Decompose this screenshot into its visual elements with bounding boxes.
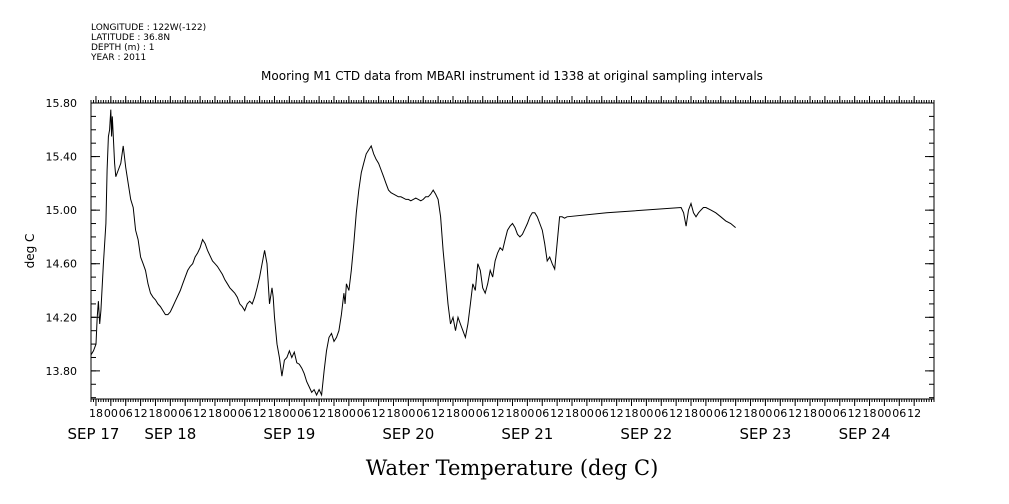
x-tick-label: 18 (208, 407, 222, 420)
x-date-label: SEP 17 (68, 425, 120, 443)
x-tick-label: 18 (684, 407, 698, 420)
header-info: LONGITUDE : 122W(-122)LATITUDE : 36.8NDE… (90, 23, 206, 63)
x-tick-label: 06 (476, 407, 490, 420)
x-tick-label: 12 (788, 407, 802, 420)
x-tick-label: 00 (342, 407, 356, 420)
x-tick-label: 18 (506, 407, 520, 420)
x-tick-label: 00 (104, 407, 118, 420)
header-info-line: YEAR : 2011 (90, 53, 146, 63)
x-tick-label: 12 (610, 407, 624, 420)
x-tick-label: 06 (238, 407, 252, 420)
y-axis-label: deg C (23, 234, 37, 269)
x-date-label: SEP 24 (839, 425, 891, 443)
x-tick-label: 06 (357, 407, 371, 420)
x-tick-label: 06 (119, 407, 133, 420)
x-tick-label: 18 (565, 407, 579, 420)
x-tick-label: 18 (803, 407, 817, 420)
header-info-line: LATITUDE : 36.8N (91, 33, 170, 43)
x-tick-label: 06 (178, 407, 192, 420)
x-tick-label: 00 (163, 407, 177, 420)
x-tick-label: 18 (327, 407, 341, 420)
x-tick-label: 06 (892, 407, 906, 420)
x-tick-label: 12 (193, 407, 207, 420)
y-tick-label: 15.00 (46, 204, 78, 217)
y-axis: 13.80 14.20 14.60 15.00 15.40 15.80 (46, 97, 934, 399)
x-tick-label: 00 (580, 407, 594, 420)
plot-frame (90, 102, 935, 400)
x-tick-label: 18 (267, 407, 281, 420)
series-line-water-temperature (90, 109, 736, 397)
x-tick-label: 06 (595, 407, 609, 420)
x-tick-label: 00 (818, 407, 832, 420)
x-tick-label: 00 (223, 407, 237, 420)
x-tick-label: 18 (148, 407, 162, 420)
x-tick-label: 06 (714, 407, 728, 420)
x-tick-label: 06 (654, 407, 668, 420)
x-tick-label: 12 (372, 407, 386, 420)
x-tick-label: 00 (877, 407, 891, 420)
x-date-label: SEP 23 (739, 425, 791, 443)
chart-title: Mooring M1 CTD data from MBARI instrumen… (261, 69, 763, 83)
x-tick-label: 00 (699, 407, 713, 420)
x-axis-label: Water Temperature (deg C) (366, 456, 659, 480)
x-tick-label: 06 (773, 407, 787, 420)
x-tick-label: 18 (744, 407, 758, 420)
x-date-label: SEP 18 (144, 425, 196, 443)
y-tick-label: 13.80 (46, 365, 78, 378)
x-tick-label: 12 (134, 407, 148, 420)
y-tick-label: 14.60 (46, 258, 78, 271)
x-tick-label: 06 (297, 407, 311, 420)
x-tick-label: 18 (625, 407, 639, 420)
x-tick-label: 00 (520, 407, 534, 420)
x-tick-label: 00 (639, 407, 653, 420)
x-tick-label: 06 (416, 407, 430, 420)
x-tick-label: 12 (253, 407, 267, 420)
header-info-line: LONGITUDE : 122W(-122) (91, 23, 206, 33)
x-tick-label: 12 (729, 407, 743, 420)
x-tick-label: 00 (282, 407, 296, 420)
x-tick-label: 12 (491, 407, 505, 420)
x-tick-label: 00 (758, 407, 772, 420)
y-tick-label: 15.40 (46, 151, 78, 164)
header-info-line: DEPTH (m) : 1 (91, 43, 154, 53)
x-axis: 18 00 06 12 18 00 06 12 18 00 06 12 18 00 06 12 18 00 06 12… (89, 96, 935, 420)
x-tick-label: 18 (446, 407, 460, 420)
y-tick-label: 14.20 (46, 311, 78, 324)
x-date-label: SEP 20 (382, 425, 434, 443)
x-tick-label: 18 (89, 407, 103, 420)
y-tick-label: 15.80 (46, 97, 78, 110)
x-tick-label: 12 (312, 407, 326, 420)
x-date-labels: SEP 17 SEP 18 SEP 19 SEP 20 SEP 21 SEP 22 SEP … (68, 425, 891, 443)
x-date-label: SEP 19 (263, 425, 315, 443)
x-date-label: SEP 21 (501, 425, 553, 443)
x-tick-label: 18 (386, 407, 400, 420)
x-tick-label: 12 (550, 407, 564, 420)
x-tick-label: 12 (907, 407, 921, 420)
x-tick-label: 18 (863, 407, 877, 420)
x-tick-label: 12 (669, 407, 683, 420)
x-tick-label: 00 (461, 407, 475, 420)
x-date-label: SEP 22 (620, 425, 672, 443)
x-tick-label: 06 (535, 407, 549, 420)
x-tick-label: 00 (401, 407, 415, 420)
x-tick-label: 12 (431, 407, 445, 420)
x-tick-label: 12 (848, 407, 862, 420)
x-tick-label: 06 (833, 407, 847, 420)
